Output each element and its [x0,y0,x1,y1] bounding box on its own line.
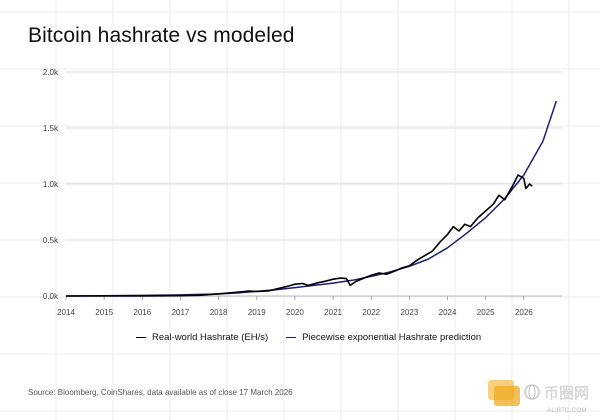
y-tick-label: 1.5k [43,124,59,133]
legend-label-real: Real-world Hashrate (EH/s) [152,332,269,343]
y-axis-ticks: 0.0k 0.5k 1.0k 1.5k 2.0k [43,68,59,301]
legend-item-prediction: Piecewise exponential Hashrate predictio… [286,332,481,343]
legend-swatch-prediction [286,337,297,338]
page-title: Bitcoin hashrate vs modeled [28,24,295,47]
watermark-url: ALIBTC.COM [547,407,587,414]
x-tick-label: 2021 [324,308,342,317]
legend-item-real: Real-world Hashrate (EH/s) [136,332,268,343]
x-tick-label: 2018 [210,308,228,317]
x-tick-label: 2015 [95,308,113,317]
y-tick-label: 2.0k [43,68,59,77]
x-tick-label: 2017 [172,308,190,317]
x-tick-label: 2019 [248,308,266,317]
series-line-real-hashrate [65,174,533,297]
series-layer [65,100,558,297]
legend-label-prediction: Piecewise exponential Hashrate predictio… [302,332,482,343]
watermark-brand: 币圈网 [544,385,589,402]
legend: Real-world Hashrate (EH/s) Piecewise exp… [136,332,481,343]
bitcoin-coin-icon [488,380,520,406]
x-tick-label: 2022 [362,308,380,317]
x-tick-label: 2025 [477,308,495,317]
watermark-logo: 币圈网 ALIBTC.COM [488,380,589,414]
y-tick-label: 1.0k [43,180,59,189]
x-axis-ticks: 2014 2015 2016 2017 2018 2019 2020 2021 2022 2023… [57,295,562,317]
x-tick-label: 2026 [515,308,533,317]
y-tick-label: 0.5k [43,236,59,245]
series-line-predicted-hashrate [65,100,558,297]
watermark-globe-icon [524,384,540,400]
source-note: Source: Bloomberg, CoinShares, data avai… [28,388,293,397]
x-tick-label: 2014 [57,308,75,317]
x-tick-label: 2023 [400,308,418,317]
legend-swatch-real [136,337,146,338]
x-tick-label: 2024 [439,308,457,317]
y-tick-label: 0.0k [43,292,59,301]
x-tick-label: 2020 [286,308,304,317]
plot-gridlines [66,71,562,297]
x-tick-label: 2016 [133,308,151,317]
